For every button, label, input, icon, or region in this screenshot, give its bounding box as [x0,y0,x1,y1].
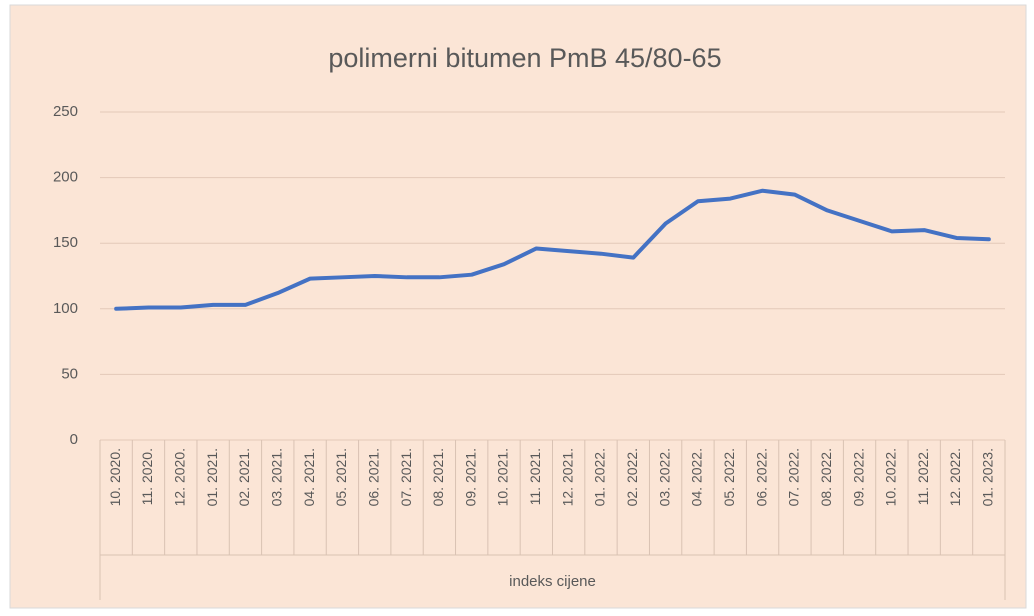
x-tick-label: 11. 2020. [139,448,155,505]
x-tick-label: 11. 2021. [527,448,543,505]
legend-entry: indeks cijene [509,573,596,590]
x-tick-label: 02. 2022. [624,448,640,506]
y-tick-label: 100 [53,300,78,317]
y-tick-label: 250 [53,103,78,120]
x-tick-label: 12. 2020. [172,448,188,506]
x-tick-label: 11. 2022. [915,448,931,505]
line-series [114,188,991,311]
x-tick-label: 04. 2021. [301,448,317,506]
x-tick-label: 10. 2020. [107,448,123,506]
x-tick-label: 12. 2021. [559,448,575,506]
x-tick-label: 02. 2021. [236,448,252,506]
x-tick-label: 01. 2023. [980,448,996,506]
y-tick-label: 0 [70,431,78,448]
x-tick-label: 10. 2022. [883,448,899,506]
x-tick-label: 06. 2021. [365,448,381,506]
x-tick-label: 10. 2021. [495,448,511,506]
x-tick-label: 05. 2021. [333,448,349,506]
x-tick-label: 07. 2022. [786,448,802,506]
x-tick-label: 09. 2022. [850,448,866,506]
x-tick-label: 01. 2021. [204,448,220,506]
y-tick-label: 200 [53,169,78,186]
y-tick-label: 50 [61,365,78,382]
x-tick-label: 03. 2022. [656,448,672,506]
x-tick-label: 03. 2021. [268,448,284,506]
x-tick-label: 05. 2022. [721,448,737,506]
y-tick-label: 150 [53,234,78,251]
chart-title: polimerni bitumen PmB 45/80-65 [328,43,721,73]
x-tick-label: 01. 2022. [592,448,608,506]
x-tick-label: 09. 2021. [462,448,478,506]
x-tick-label: 06. 2022. [753,448,769,506]
x-tick-label: 12. 2022. [947,448,963,506]
x-tick-label: 07. 2021. [398,448,414,506]
x-tick-label: 08. 2022. [818,448,834,506]
x-tick-label: 08. 2021. [430,448,446,506]
x-tick-label: 04. 2022. [689,448,705,506]
